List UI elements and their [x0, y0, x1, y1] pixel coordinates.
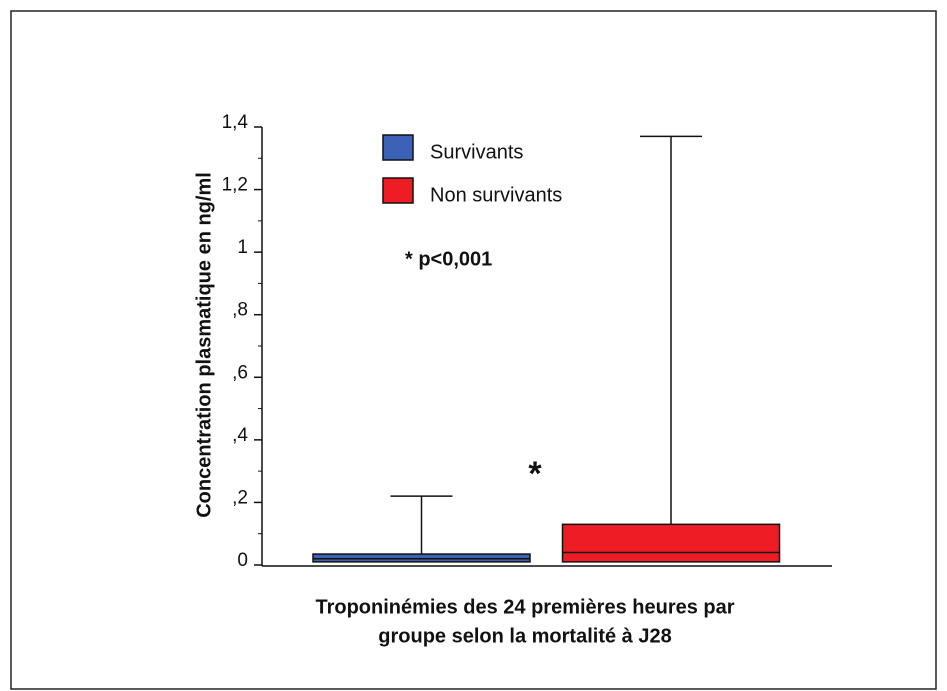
y-tick-label: 1,2 — [222, 175, 248, 196]
y-tick-label: ,4 — [232, 425, 248, 446]
y-tick-label: 0 — [237, 550, 248, 571]
annotation: * — [528, 455, 542, 493]
box — [312, 553, 531, 563]
legend-label: Non survivants — [430, 184, 562, 206]
x-axis-label: Troponinémies des 24 premières heures pa… — [315, 596, 734, 618]
y-tick-label: ,6 — [232, 362, 248, 383]
frame — [10, 10, 937, 690]
y-tick-label: ,8 — [232, 300, 248, 321]
y-tick-label: 1 — [237, 237, 248, 258]
x-axis-label: groupe selon la mortalité à J28 — [378, 625, 671, 647]
y-tick-label: ,2 — [232, 487, 248, 508]
box — [561, 523, 781, 563]
y-axis-label: Concentration plasmatique en ng/ml — [193, 172, 215, 518]
legend-swatch — [382, 134, 414, 161]
legend-label: Survivants — [430, 141, 523, 163]
y-tick-label: 1,4 — [222, 112, 249, 133]
legend-swatch — [382, 177, 414, 204]
annotation: * p<0,001 — [405, 248, 492, 270]
